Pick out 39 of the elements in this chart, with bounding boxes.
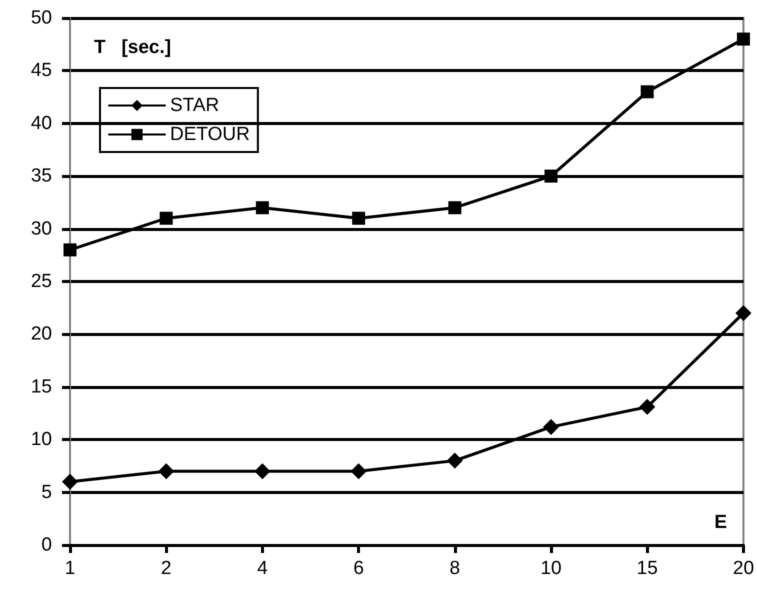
point xyxy=(62,474,78,490)
point xyxy=(543,418,560,435)
x-tick-label: 15 xyxy=(636,558,658,579)
point xyxy=(256,201,269,214)
point xyxy=(640,85,654,98)
point xyxy=(446,452,463,469)
y-axis-title: T [sec.] xyxy=(94,37,172,58)
x-tick-label: 2 xyxy=(160,558,172,579)
point xyxy=(736,32,750,46)
x-axis-title: E xyxy=(714,512,728,533)
y-tick-label: 45 xyxy=(30,60,52,82)
point xyxy=(352,212,366,225)
y-tick-label: 15 xyxy=(30,376,52,398)
point xyxy=(350,463,367,480)
y-tick-label: 50 xyxy=(30,8,52,28)
point xyxy=(544,170,558,183)
point xyxy=(735,305,752,322)
point xyxy=(158,463,174,480)
y-tick-label: 10 xyxy=(30,429,52,450)
x-tick-label: 1 xyxy=(64,558,76,579)
legend-label: DETOUR xyxy=(170,124,250,145)
point xyxy=(448,201,462,214)
point xyxy=(160,212,173,225)
x-tick-label: 10 xyxy=(540,558,562,579)
point xyxy=(64,243,76,256)
x-tick-label: 6 xyxy=(353,558,364,579)
point xyxy=(639,398,656,415)
y-tick-label: 0 xyxy=(41,534,52,556)
point xyxy=(254,463,270,480)
y-tick-label: 25 xyxy=(30,271,52,292)
legend-label: STAR xyxy=(170,95,220,116)
x-tick-label: 8 xyxy=(450,558,460,579)
y-tick-label: 35 xyxy=(30,166,52,187)
y-tick-label: 5 xyxy=(41,482,52,503)
y-tick-label: 30 xyxy=(30,218,52,240)
x-tick-label: 4 xyxy=(257,558,268,579)
y-tick-label: 40 xyxy=(30,112,52,134)
x-tick-label: 20 xyxy=(732,558,754,579)
y-tick-label: 20 xyxy=(30,324,52,345)
